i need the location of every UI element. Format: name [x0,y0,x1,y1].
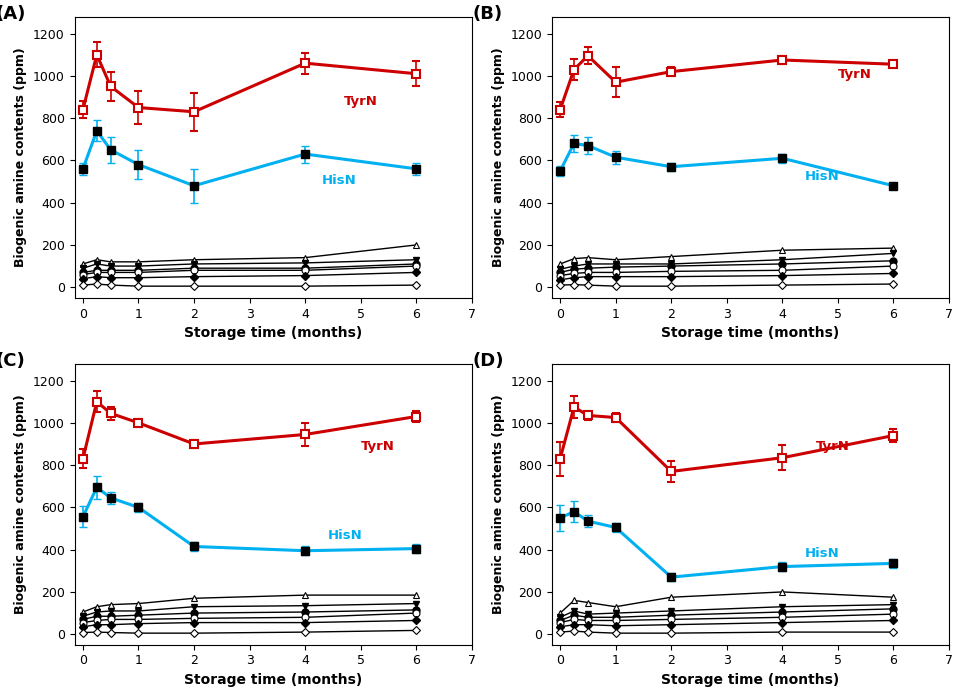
X-axis label: Storage time (months): Storage time (months) [661,326,840,340]
Text: (A): (A) [0,6,26,24]
Text: TyrN: TyrN [838,68,872,81]
Text: TyrN: TyrN [361,440,395,453]
Y-axis label: Biogenic amine contents (ppm): Biogenic amine contents (ppm) [14,47,28,267]
X-axis label: Storage time (months): Storage time (months) [184,673,362,687]
Text: TyrN: TyrN [344,96,378,108]
X-axis label: Storage time (months): Storage time (months) [661,673,840,687]
Text: (C): (C) [0,353,25,371]
X-axis label: Storage time (months): Storage time (months) [184,326,362,340]
Y-axis label: Biogenic amine contents (ppm): Biogenic amine contents (ppm) [492,47,505,267]
Text: HisN: HisN [322,174,356,187]
Text: TyrN: TyrN [816,440,850,453]
Text: (D): (D) [472,353,504,371]
Text: (B): (B) [472,6,502,24]
Y-axis label: Biogenic amine contents (ppm): Biogenic amine contents (ppm) [492,394,505,614]
Text: HisN: HisN [327,529,362,542]
Text: HisN: HisN [804,171,839,183]
Y-axis label: Biogenic amine contents (ppm): Biogenic amine contents (ppm) [14,394,28,614]
Text: HisN: HisN [804,547,839,560]
